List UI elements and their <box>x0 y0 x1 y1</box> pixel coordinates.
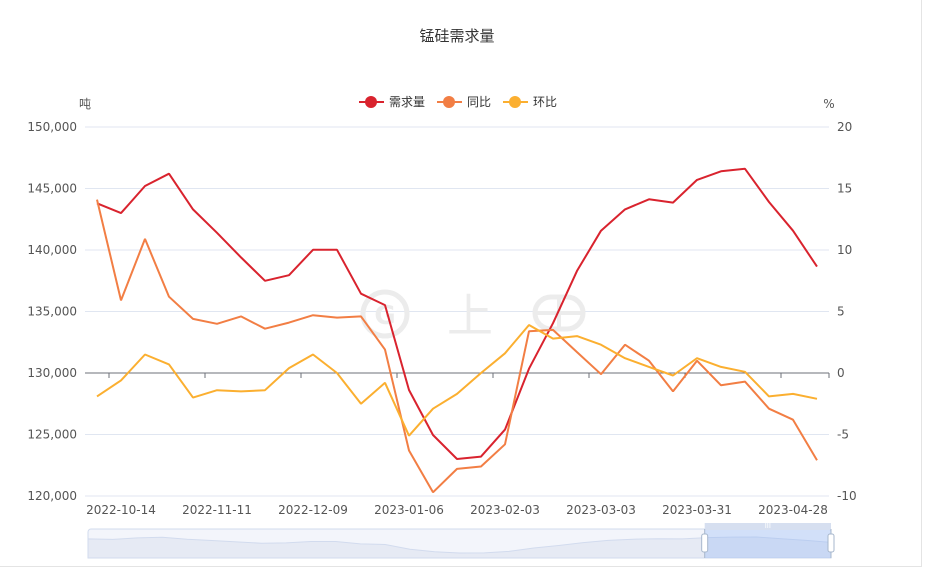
series-line-需求量[interactable] <box>96 167 818 460</box>
left-axis-tick: 140,000 <box>27 243 77 257</box>
right-axis-tick: -10 <box>837 489 857 503</box>
x-axis-label: 2022-11-11 <box>182 503 252 517</box>
left-axis-unit: 吨 <box>79 97 91 111</box>
svg-text:III: III <box>765 522 771 530</box>
zoom-selected-range[interactable] <box>704 529 831 558</box>
legend-line-dot-icon <box>437 95 463 109</box>
legend-item-yoy[interactable]: 同比 <box>437 93 491 110</box>
legend-label: 同比 <box>467 95 492 109</box>
zoom-start-handle[interactable] <box>701 533 709 553</box>
left-axis-tick: 120,000 <box>27 489 77 503</box>
chart-legend: 需求量 同比 环比 <box>359 93 557 110</box>
axes: 150,000 20 145,000 15 140,000 10 135,000 5 130,0… <box>27 97 856 517</box>
legend-item-demand[interactable]: 需求量 <box>359 93 425 110</box>
right-axis-unit: % <box>823 97 834 111</box>
chart-title: 锰硅需求量 <box>419 27 495 45</box>
x-axis-label: 2023-02-03 <box>470 503 540 517</box>
series-lines <box>96 167 818 494</box>
left-axis-tick: 125,000 <box>27 428 77 442</box>
zoom-end-handle[interactable] <box>827 533 835 553</box>
series-line-环比[interactable] <box>96 324 818 437</box>
x-axis-label: 2022-10-14 <box>86 503 156 517</box>
x-axis-label: 2023-04-28 <box>758 503 828 517</box>
svg-text:上: 上 <box>447 289 493 343</box>
x-axis-label: 2023-01-06 <box>374 503 444 517</box>
right-axis-tick: 5 <box>837 305 845 319</box>
x-axis-label: 2023-03-03 <box>566 503 636 517</box>
left-axis-tick: 135,000 <box>27 305 77 319</box>
legend-label: 需求量 <box>389 95 426 109</box>
legend-item-mom[interactable]: 环比 <box>503 93 557 110</box>
left-axis-tick: 130,000 <box>27 366 77 380</box>
legend-line-dot-icon <box>359 95 384 109</box>
right-axis-tick: 15 <box>837 182 852 196</box>
data-zoom-slider[interactable]: III <box>87 522 835 559</box>
series-line-同比[interactable] <box>96 199 818 494</box>
right-axis-tick: 0 <box>837 366 845 380</box>
zoom-move-handle[interactable] <box>704 523 831 530</box>
left-axis-tick: 145,000 <box>27 182 77 196</box>
x-axis-label: 2023-03-31 <box>662 503 732 517</box>
legend-label: 环比 <box>533 95 558 109</box>
right-axis-tick: -5 <box>837 428 849 442</box>
right-axis-tick: 20 <box>837 120 852 134</box>
left-axis-tick: 150,000 <box>27 120 77 134</box>
legend-line-dot-icon <box>503 95 529 109</box>
chart-container <box>0 0 922 567</box>
right-axis-tick: 10 <box>837 243 852 257</box>
x-axis-label: 2022-12-09 <box>278 503 348 517</box>
